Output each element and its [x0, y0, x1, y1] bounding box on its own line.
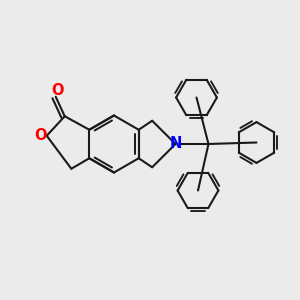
Text: O: O [51, 82, 64, 98]
Text: O: O [34, 128, 46, 143]
Text: N: N [169, 136, 182, 152]
